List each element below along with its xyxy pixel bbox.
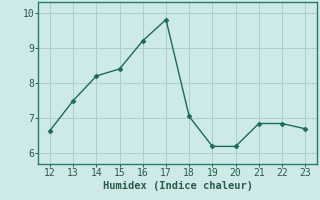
X-axis label: Humidex (Indice chaleur): Humidex (Indice chaleur): [103, 181, 252, 191]
